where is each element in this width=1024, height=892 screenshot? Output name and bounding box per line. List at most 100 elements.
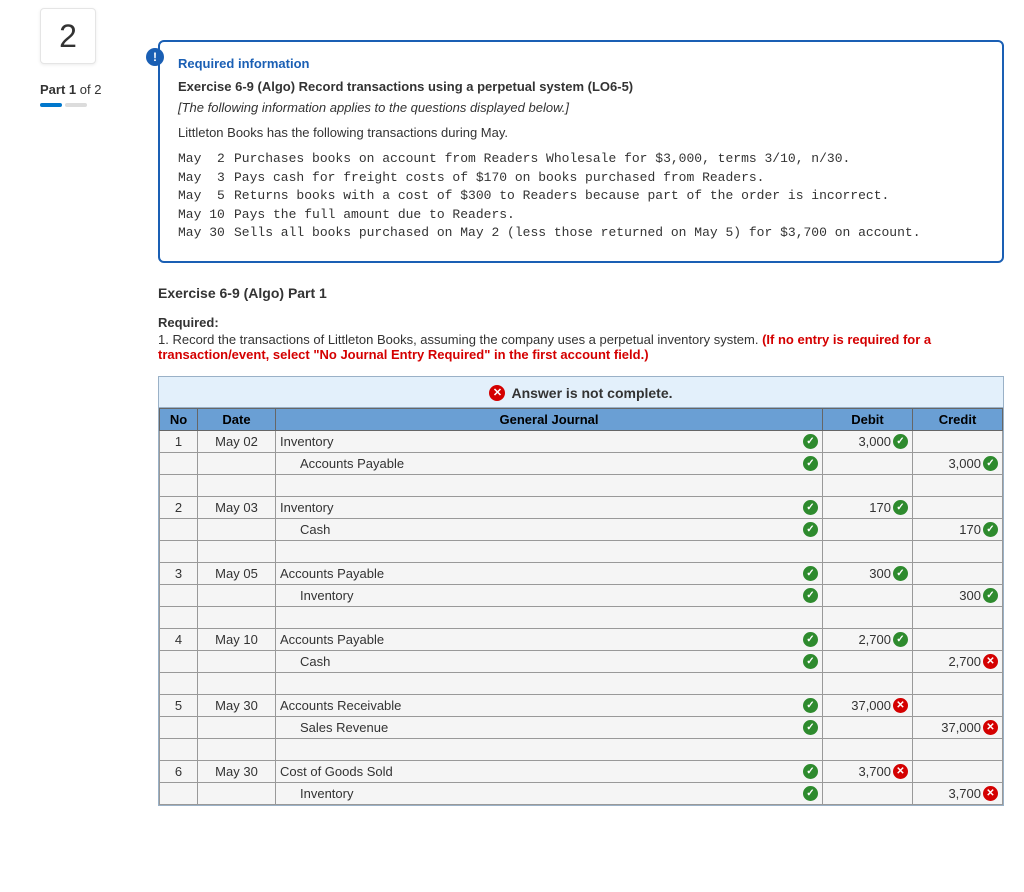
cell-credit[interactable]	[913, 695, 1003, 717]
cell-debit[interactable]	[823, 519, 913, 541]
table-row: 3May 05Accounts Payable✓300✓	[160, 563, 1003, 585]
col-header-no: No	[160, 409, 198, 431]
cell-date	[198, 519, 276, 541]
cell-date: May 30	[198, 761, 276, 783]
account-name: Accounts Payable	[280, 566, 384, 581]
cell-credit[interactable]: 3,000✓	[913, 453, 1003, 475]
wrong-icon: ✕	[983, 720, 998, 735]
wrong-icon: ✕	[983, 786, 998, 801]
cell-no	[160, 783, 198, 805]
cell-credit[interactable]: 3,700✕	[913, 783, 1003, 805]
transaction-date: May 30	[178, 224, 234, 242]
cell-account[interactable]: Accounts Payable✓	[276, 563, 823, 585]
cell-account[interactable]: Accounts Payable✓	[276, 453, 823, 475]
debit-value: 300	[869, 566, 891, 581]
exercise-title: Exercise 6-9 (Algo) Record transactions …	[178, 79, 984, 94]
cell-account[interactable]: Inventory✓	[276, 585, 823, 607]
cell-debit[interactable]	[823, 717, 913, 739]
journal-answer-box: ✕ Answer is not complete. No Date Genera…	[158, 376, 1004, 807]
cell-credit[interactable]	[913, 431, 1003, 453]
spacer-row	[160, 541, 1003, 563]
cell-no	[160, 453, 198, 475]
cell-account[interactable]: Accounts Payable✓	[276, 629, 823, 651]
account-name: Cost of Goods Sold	[280, 764, 393, 779]
check-icon: ✓	[803, 522, 818, 537]
cell-no: 6	[160, 761, 198, 783]
wrong-icon: ✕	[893, 764, 908, 779]
account-name: Cash	[280, 654, 330, 669]
cell-debit[interactable]: 3,000✓	[823, 431, 913, 453]
transaction-text: Sells all books purchased on May 2 (less…	[234, 224, 984, 242]
cell-credit[interactable]	[913, 761, 1003, 783]
cell-debit[interactable]: 3,700✕	[823, 761, 913, 783]
cell-debit[interactable]: 300✓	[823, 563, 913, 585]
cell-credit[interactable]: 170✓	[913, 519, 1003, 541]
transaction-date: May 2	[178, 150, 234, 168]
cell-date: May 30	[198, 695, 276, 717]
cell-debit[interactable]	[823, 453, 913, 475]
required-label: Required:	[158, 315, 1004, 330]
cell-account[interactable]: Cost of Goods Sold✓	[276, 761, 823, 783]
transaction-row: May 30Sells all books purchased on May 2…	[178, 224, 984, 242]
wrong-icon: ✕	[983, 654, 998, 669]
cell-no: 3	[160, 563, 198, 585]
cell-debit[interactable]	[823, 651, 913, 673]
col-header-debit: Debit	[823, 409, 913, 431]
cell-date	[198, 585, 276, 607]
cell-credit[interactable]: 300✓	[913, 585, 1003, 607]
table-row: 5May 30Accounts Receivable✓37,000✕	[160, 695, 1003, 717]
check-icon: ✓	[803, 500, 818, 515]
credit-value: 3,000	[948, 456, 981, 471]
cell-credit[interactable]	[913, 563, 1003, 585]
part-total: of 2	[76, 82, 101, 97]
debit-value: 3,000	[858, 434, 891, 449]
table-row: 4May 10Accounts Payable✓2,700✓	[160, 629, 1003, 651]
cell-debit[interactable]: 2,700✓	[823, 629, 913, 651]
transaction-row: May 2Purchases books on account from Rea…	[178, 150, 984, 168]
transaction-date: May 10	[178, 206, 234, 224]
debit-value: 2,700	[858, 632, 891, 647]
table-row: Cash✓ 2,700✕	[160, 651, 1003, 673]
account-name: Accounts Receivable	[280, 698, 401, 713]
cell-no	[160, 585, 198, 607]
cell-debit[interactable]: 37,000✕	[823, 695, 913, 717]
cell-credit[interactable]: 2,700✕	[913, 651, 1003, 673]
cell-credit[interactable]	[913, 629, 1003, 651]
required-text: 1. Record the transactions of Littleton …	[158, 332, 1004, 362]
check-icon: ✓	[983, 588, 998, 603]
check-icon: ✓	[803, 434, 818, 449]
progress-segment	[65, 103, 87, 107]
transaction-text: Pays cash for freight costs of $170 on b…	[234, 169, 984, 187]
credit-value: 170	[959, 522, 981, 537]
cell-date	[198, 651, 276, 673]
cell-account[interactable]: Cash ✓	[276, 519, 823, 541]
table-row: 2May 03Inventory✓170✓	[160, 497, 1003, 519]
table-row: 1May 02Inventory✓3,000✓	[160, 431, 1003, 453]
applies-note: [The following information applies to th…	[178, 100, 984, 115]
check-icon: ✓	[893, 434, 908, 449]
account-name: Cash	[280, 522, 330, 537]
col-header-journal: General Journal	[276, 409, 823, 431]
cell-account[interactable]: Inventory✓	[276, 431, 823, 453]
account-name: Inventory	[280, 588, 353, 603]
debit-value: 3,700	[858, 764, 891, 779]
cell-date: May 10	[198, 629, 276, 651]
cell-date: May 02	[198, 431, 276, 453]
cell-debit[interactable]	[823, 783, 913, 805]
cell-account[interactable]: Inventory ✓	[276, 497, 823, 519]
cell-account[interactable]: Sales Revenue✓	[276, 717, 823, 739]
cell-debit[interactable]: 170✓	[823, 497, 913, 519]
cell-account[interactable]: Accounts Receivable✓	[276, 695, 823, 717]
required-text-main: 1. Record the transactions of Littleton …	[158, 332, 762, 347]
cell-credit[interactable]	[913, 497, 1003, 519]
credit-value: 300	[959, 588, 981, 603]
check-icon: ✓	[803, 720, 818, 735]
cell-account[interactable]: Cash✓	[276, 651, 823, 673]
cell-no	[160, 519, 198, 541]
cell-debit[interactable]	[823, 585, 913, 607]
cell-account[interactable]: Inventory✓	[276, 783, 823, 805]
col-header-date: Date	[198, 409, 276, 431]
account-name: Inventory	[280, 500, 333, 515]
check-icon: ✓	[803, 456, 818, 471]
cell-credit[interactable]: 37,000✕	[913, 717, 1003, 739]
